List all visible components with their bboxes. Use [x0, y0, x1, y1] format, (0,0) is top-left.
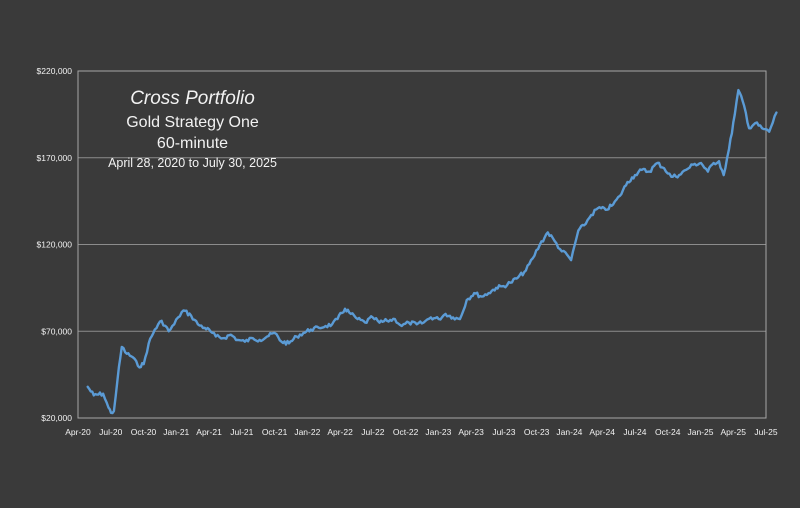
- x-tick-label: Jul-22: [361, 427, 384, 437]
- plot-area-border: [77, 70, 767, 419]
- y-tick-label: $170,000: [37, 153, 73, 163]
- x-axis-tick-labels: Apr-20 Jul-20 Oct-20 Jan-21 Apr-21 Jul-21 Oct-…: [65, 427, 778, 437]
- series-layer: [86, 88, 778, 415]
- x-tick-label: Jan-25: [687, 427, 713, 437]
- x-tick-label: Apr-25: [720, 427, 746, 437]
- chart-subtitle-interval: 60-minute: [156, 135, 229, 152]
- x-tick-label: Jul-21: [230, 427, 253, 437]
- chart-title: Cross Portfolio: [130, 88, 255, 109]
- series-line-equity: [86, 88, 778, 415]
- x-tick-label: Jan-21: [163, 427, 189, 437]
- chart-subtitle-strategy: Gold Strategy One: [126, 114, 259, 131]
- x-tick-label: Jul-25: [754, 427, 777, 437]
- x-tick-label: Apr-23: [458, 427, 484, 437]
- y-axis-tick-labels: $20,000 $70,000 $120,000 $170,000 $220,000: [37, 66, 73, 423]
- x-tick-label: Apr-22: [327, 427, 353, 437]
- x-tick-label: Oct-22: [393, 427, 419, 437]
- x-tick-label: Jan-22: [294, 427, 320, 437]
- y-tick-label: $20,000: [41, 413, 72, 423]
- x-tick-label: Oct-21: [262, 427, 288, 437]
- x-tick-label: Oct-23: [524, 427, 550, 437]
- x-tick-label: Apr-21: [196, 427, 222, 437]
- x-tick-label: Oct-24: [655, 427, 681, 437]
- x-tick-label: Jan-24: [556, 427, 582, 437]
- chart-date-range: April 28, 2020 to July 30, 2025: [108, 156, 277, 170]
- x-tick-label: Apr-24: [589, 427, 615, 437]
- x-tick-label: Oct-20: [131, 427, 157, 437]
- x-tick-label: Jan-23: [425, 427, 451, 437]
- x-tick-label: Apr-20: [65, 427, 91, 437]
- x-tick-label: Jul-20: [99, 427, 122, 437]
- chart-title-block: Cross Portfolio Gold Strategy One 60-min…: [100, 86, 285, 172]
- y-tick-label: $120,000: [37, 240, 73, 250]
- x-tick-label: Jul-24: [623, 427, 646, 437]
- y-tick-label: $70,000: [41, 326, 72, 336]
- y-tick-label: $220,000: [37, 66, 73, 76]
- x-tick-label: Jul-23: [492, 427, 515, 437]
- plot-frame: [77, 70, 767, 419]
